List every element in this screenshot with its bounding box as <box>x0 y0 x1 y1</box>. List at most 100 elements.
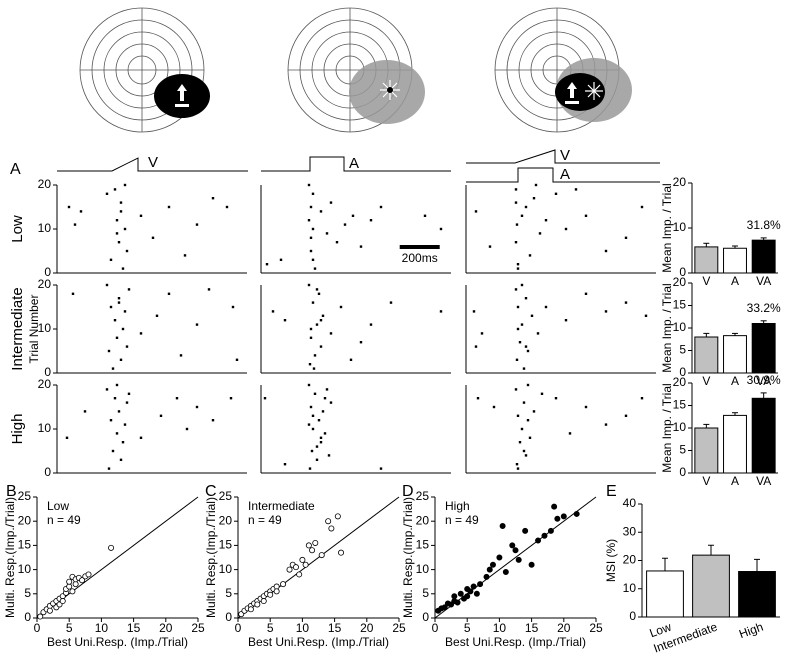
y-axis-label: Mean Imp. / Trial <box>660 383 674 472</box>
spike <box>514 188 518 191</box>
spike <box>640 397 644 400</box>
x-tick-label: High <box>737 620 765 642</box>
note: n = 49 <box>445 513 479 527</box>
spike <box>323 432 327 435</box>
spike <box>516 305 520 309</box>
y-tick-label: 20 <box>18 513 32 527</box>
spike <box>516 267 520 270</box>
point <box>328 525 335 532</box>
spike <box>319 210 323 213</box>
spike <box>309 336 313 339</box>
x-tick-label: V <box>702 374 710 388</box>
spike <box>105 283 109 287</box>
point <box>489 561 496 568</box>
y-tick-label: 15 <box>673 398 687 412</box>
spike <box>474 345 478 348</box>
x-tick-label: A <box>731 374 739 388</box>
x-tick-label: V <box>702 274 710 288</box>
spike <box>123 227 127 231</box>
spike <box>265 263 269 266</box>
spike <box>310 449 314 453</box>
spike <box>113 188 117 191</box>
spike <box>532 197 536 200</box>
y-tick-label: 0 <box>629 609 636 623</box>
point <box>309 547 316 554</box>
point <box>486 566 493 573</box>
point <box>470 583 477 590</box>
spike <box>514 388 518 391</box>
y-tick-label: 20 <box>219 513 233 527</box>
spike <box>323 397 327 400</box>
stimulus-label: V <box>148 154 158 171</box>
point <box>334 513 341 520</box>
point <box>338 549 345 556</box>
spike <box>574 188 578 191</box>
spike <box>125 401 129 404</box>
spike <box>211 419 215 422</box>
point <box>541 532 548 539</box>
auditory-stimulus <box>349 60 425 124</box>
bar <box>723 247 747 274</box>
y-tick-label: 0 <box>679 265 686 279</box>
spike <box>107 349 111 353</box>
y-axis-label: Multi. Resp.(Imp./Trial) <box>3 497 17 618</box>
spike <box>544 305 548 309</box>
spike <box>516 327 520 331</box>
spike <box>329 401 333 404</box>
spike <box>271 310 275 313</box>
spike <box>349 358 353 361</box>
point <box>457 590 464 597</box>
annotation: 33.2% <box>747 301 781 315</box>
spike <box>167 292 171 295</box>
bar <box>692 554 730 618</box>
spike <box>624 414 628 417</box>
spike <box>83 410 87 413</box>
panel-label: D <box>402 483 414 500</box>
spike <box>520 323 524 326</box>
point <box>37 613 44 620</box>
spike <box>532 410 536 413</box>
spike <box>139 214 143 217</box>
point <box>292 564 299 571</box>
point <box>302 561 309 568</box>
bar <box>738 571 776 618</box>
spike <box>231 305 235 309</box>
x-tick-label: 25 <box>191 621 205 635</box>
point <box>46 607 53 614</box>
y-tick-label: 20 <box>416 513 430 527</box>
bar <box>751 397 776 474</box>
spike <box>211 197 215 200</box>
spike <box>119 201 123 204</box>
y-tick-label: 10 <box>673 420 687 434</box>
point <box>535 537 542 544</box>
y-tick-label: 20 <box>38 377 52 391</box>
spike <box>119 210 123 213</box>
point <box>280 581 287 588</box>
y-tick-label: 10 <box>18 562 32 576</box>
spike <box>329 332 333 335</box>
spike <box>315 288 319 291</box>
x-axis-label: Best Uni.Resp. (Imp./Trial) <box>445 635 586 649</box>
spike <box>175 397 179 400</box>
spike <box>117 410 121 413</box>
y-tick-label: 5 <box>679 443 686 457</box>
point <box>305 542 312 549</box>
spike <box>283 319 287 322</box>
spike <box>526 419 530 422</box>
spike <box>520 427 524 431</box>
spike <box>308 363 312 366</box>
spike <box>71 292 75 295</box>
stimulus-trace <box>57 149 660 183</box>
point <box>66 583 73 590</box>
point <box>299 556 306 563</box>
spike <box>117 241 121 244</box>
spike <box>311 301 315 304</box>
spike <box>313 267 317 270</box>
spike <box>139 332 143 335</box>
point <box>483 573 490 580</box>
y-tick-label: 25 <box>18 489 32 503</box>
spike <box>516 263 520 266</box>
spike <box>127 392 131 395</box>
spike <box>624 301 628 304</box>
